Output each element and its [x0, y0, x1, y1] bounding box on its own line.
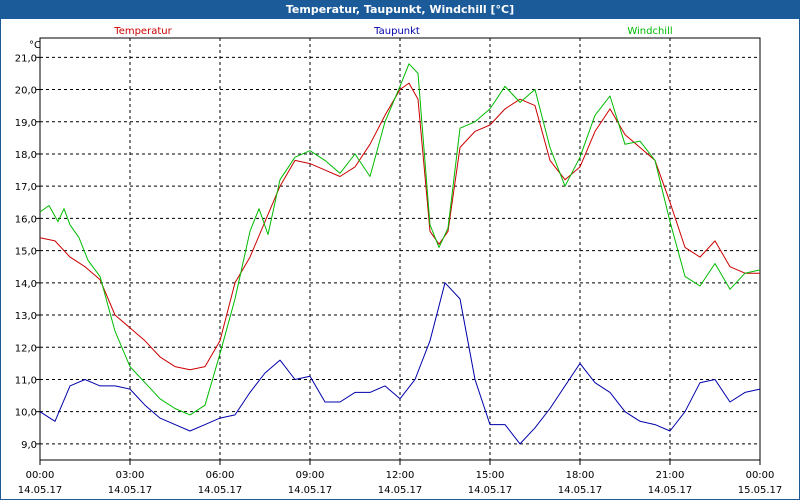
- x-tick-date-label: 14.05.17: [288, 485, 333, 496]
- x-tick-date-label: 14.05.17: [648, 485, 693, 496]
- y-tick-label: 20,0: [15, 86, 37, 97]
- x-tick-time-label: 15:00: [476, 470, 505, 481]
- x-tick-time-label: 03:00: [116, 470, 145, 481]
- x-axis: 00:00 14.05.17 03:00 14.05.17 06:00 14.05.17 0…: [18, 460, 783, 496]
- y-tick-label: 13,0: [15, 311, 37, 322]
- y-tick-label: 15,0: [15, 247, 37, 258]
- series-line-temperatur: [39, 82, 760, 371]
- y-tick-label: 21,0: [15, 53, 37, 64]
- y-tick-label: 12,0: [15, 343, 37, 354]
- window-title: Temperatur, Taupunkt, Windchill [°C]: [1, 1, 799, 19]
- legend-entry-windchill: Windchill: [627, 26, 672, 37]
- y-axis-label: °C: [29, 40, 41, 51]
- y-tick-label: 14,0: [15, 279, 37, 290]
- y-tick-label: 10,0: [15, 408, 37, 419]
- x-tick-date-label: 14.05.17: [198, 485, 243, 496]
- y-tick-label: 19,0: [15, 118, 37, 129]
- series-line-windchill: [39, 63, 761, 416]
- y-axis: 9,0 10,0 11,0 12,0 13,0 14,0 15,0 16,0 17,0 18,0 1…: [15, 53, 40, 451]
- x-tick-date-label: 14.05.17: [108, 485, 153, 496]
- series-layer: [39, 63, 761, 445]
- x-tick-date-label: 14.05.17: [378, 485, 423, 496]
- series-line-taupunkt: [39, 282, 761, 445]
- legend: Temperatur Taupunkt Windchill: [113, 26, 672, 37]
- x-tick-date-label: 14.05.17: [558, 485, 603, 496]
- x-tick-date-label: 14.05.17: [468, 485, 513, 496]
- y-tick-label: 17,0: [15, 182, 37, 193]
- x-tick-time-label: 06:00: [206, 470, 235, 481]
- x-tick-time-label: 09:00: [296, 470, 325, 481]
- x-tick-time-label: 00:00: [26, 470, 55, 481]
- x-tick-time-label: 12:00: [386, 470, 415, 481]
- grid-lines: [40, 38, 760, 460]
- y-tick-label: 16,0: [15, 214, 37, 225]
- y-tick-label: 11,0: [15, 375, 37, 386]
- legend-entry-taupunkt: Taupunkt: [373, 26, 420, 37]
- legend-entry-temperatur: Temperatur: [113, 26, 172, 37]
- x-tick-time-label: 21:00: [656, 470, 685, 481]
- x-tick-time-label: 00:00: [746, 470, 775, 481]
- y-tick-label: 18,0: [15, 150, 37, 161]
- x-tick-time-label: 18:00: [566, 470, 595, 481]
- x-tick-date-label: 15.05.17: [738, 485, 783, 496]
- y-tick-label: 9,0: [21, 440, 37, 451]
- x-tick-date-label: 14.05.17: [18, 485, 63, 496]
